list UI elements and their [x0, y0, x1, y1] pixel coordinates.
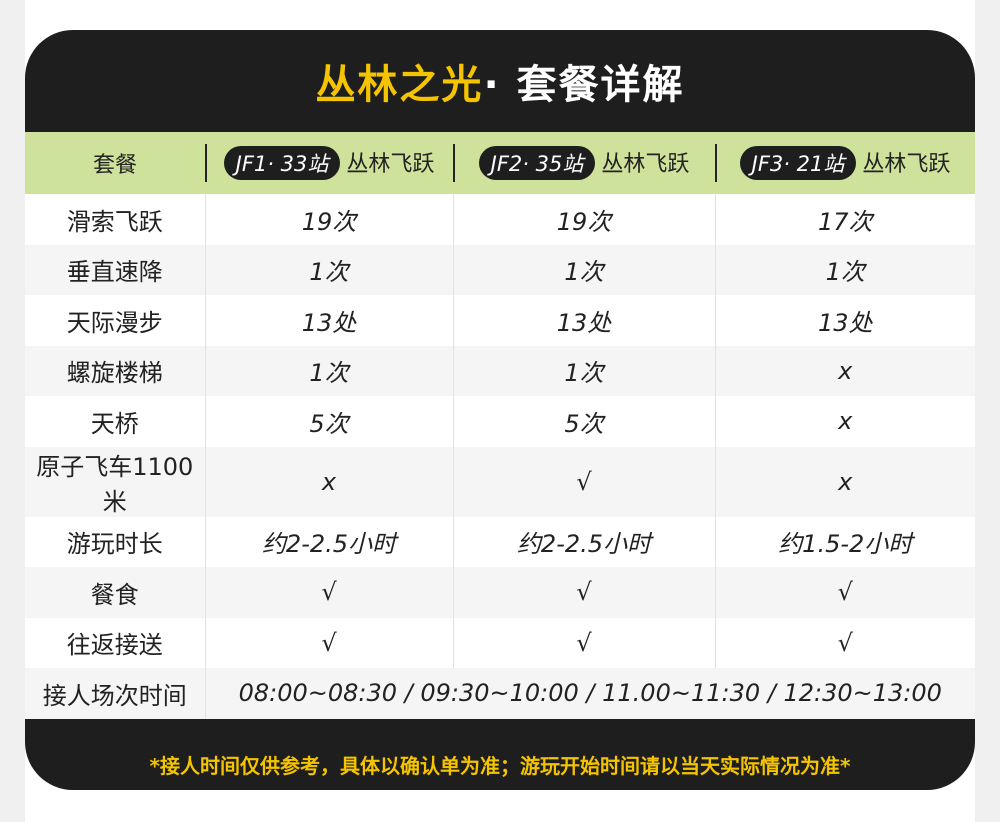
title-rest: · 套餐详解: [483, 62, 685, 108]
row-value: √: [452, 617, 715, 668]
row-value: 1次: [204, 244, 453, 295]
table-header: 套餐 JF1· 33站 丛林飞跃 JF2· 35站 丛林飞跃 JF3· 21站 丛林飞…: [25, 132, 975, 194]
package-name: 丛林飞跃: [601, 152, 690, 177]
row-value: 5次: [452, 396, 715, 447]
row-value: √: [452, 446, 715, 517]
row-label: 螺旋楼梯: [25, 345, 205, 396]
title-highlight: 丛林之光: [315, 62, 484, 108]
table-row: 餐食 √ √ √: [25, 567, 975, 618]
row-value: 约2-2.5小时: [452, 516, 715, 567]
row-label: 天际漫步: [25, 295, 205, 346]
package-card: 丛林之光 · 套餐详解 套餐 JF1· 33站 丛林飞跃 JF2· 35站 丛林飞跃…: [25, 30, 975, 790]
row-value: x: [714, 345, 975, 396]
row-value: x: [714, 446, 975, 517]
table-row: 滑索飞跃 19次 19次 17次: [25, 194, 975, 245]
table-row: 垂直速降 1次 1次 1次: [25, 244, 975, 295]
header-package-2: JF2· 35站 丛林飞跃: [453, 132, 715, 194]
footer-note: *接人时间仅供参考，具体以确认单为准；游玩开始时间请以当天实际情况为准*: [149, 753, 851, 778]
row-label: 天桥: [25, 396, 205, 447]
row-value: 19次: [452, 194, 715, 245]
row-value: x: [204, 446, 453, 517]
row-value: 1次: [452, 345, 715, 396]
table-row: 天桥 5次 5次 x: [25, 396, 975, 447]
pickup-times: 08:00~08:30 / 09:30~10:00 / 11.00~11:30 …: [204, 668, 975, 719]
row-value: √: [714, 567, 975, 618]
row-value: 19次: [204, 194, 453, 245]
row-value: 约2-2.5小时: [204, 516, 453, 567]
header-package-1: JF1· 33站 丛林飞跃: [205, 132, 453, 194]
package-name: 丛林飞跃: [346, 152, 435, 177]
row-value: 17次: [714, 194, 975, 245]
row-value: 5次: [204, 396, 453, 447]
row-value: 1次: [714, 244, 975, 295]
pickup-label: 接人场次时间: [25, 668, 205, 719]
package-table: 套餐 JF1· 33站 丛林飞跃 JF2· 35站 丛林飞跃 JF3· 21站 丛林飞…: [25, 132, 975, 719]
row-label: 往返接送: [25, 617, 205, 668]
row-value: 13处: [714, 295, 975, 346]
package-name: 丛林飞跃: [862, 152, 951, 177]
row-value: 约1.5-2小时: [714, 516, 975, 567]
row-value: x: [714, 396, 975, 447]
package-code-badge: JF3· 21站: [739, 146, 857, 180]
row-value: √: [204, 617, 453, 668]
row-value: √: [714, 617, 975, 668]
row-label: 餐食: [25, 567, 205, 618]
row-label: 滑索飞跃: [25, 194, 205, 245]
table-row: 原子飞车1100米 x √ x: [25, 446, 975, 517]
row-value: √: [452, 567, 715, 618]
row-label: 游玩时长: [25, 516, 205, 567]
header-package-3: JF3· 21站 丛林飞跃: [715, 132, 975, 194]
row-value: 13处: [452, 295, 715, 346]
pickup-row: 接人场次时间 08:00~08:30 / 09:30~10:00 / 11.00~…: [25, 668, 975, 719]
row-value: 1次: [452, 244, 715, 295]
row-label: 垂直速降: [25, 244, 205, 295]
header-label: 套餐: [25, 132, 205, 194]
row-label: 原子飞车1100米: [25, 446, 205, 517]
row-value: 13处: [204, 295, 453, 346]
row-value: √: [204, 567, 453, 618]
page-title: 丛林之光 · 套餐详解: [25, 30, 975, 132]
package-code-badge: JF2· 35站: [478, 146, 596, 180]
table-row: 游玩时长 约2-2.5小时 约2-2.5小时 约1.5-2小时: [25, 516, 975, 567]
row-value: 1次: [204, 345, 453, 396]
package-code-badge: JF1· 33站: [223, 146, 341, 180]
table-row: 螺旋楼梯 1次 1次 x: [25, 345, 975, 396]
table-row: 往返接送 √ √ √: [25, 617, 975, 668]
table-row: 天际漫步 13处 13处 13处: [25, 295, 975, 346]
